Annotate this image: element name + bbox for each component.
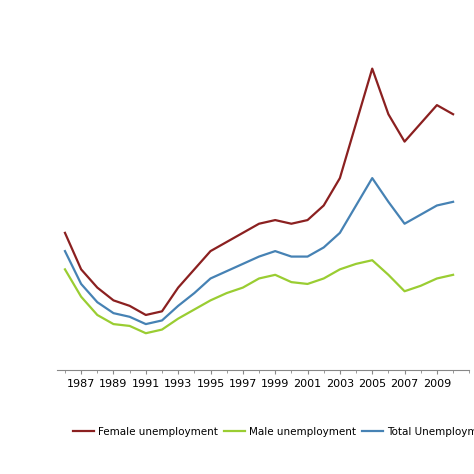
Female unemployment (289, 221, 294, 227)
Total Unemployment (175, 303, 181, 309)
Female unemployment (208, 248, 213, 254)
Line: Female unemployment: Female unemployment (65, 69, 453, 315)
Female unemployment (450, 111, 456, 117)
Total Unemployment (385, 199, 391, 205)
Female unemployment (321, 203, 327, 209)
Male unemployment (62, 266, 68, 272)
Male unemployment (385, 272, 391, 278)
Male unemployment (240, 285, 246, 291)
Female unemployment (305, 217, 310, 223)
Line: Male unemployment: Male unemployment (65, 260, 453, 333)
Male unemployment (175, 316, 181, 321)
Male unemployment (94, 312, 100, 318)
Male unemployment (353, 261, 359, 267)
Male unemployment (78, 294, 84, 300)
Male unemployment (369, 257, 375, 263)
Line: Total Unemployment: Total Unemployment (65, 178, 453, 324)
Male unemployment (256, 276, 262, 282)
Total Unemployment (256, 254, 262, 259)
Male unemployment (434, 276, 440, 282)
Male unemployment (273, 272, 278, 278)
Female unemployment (127, 303, 133, 309)
Total Unemployment (191, 290, 197, 296)
Total Unemployment (305, 254, 310, 259)
Total Unemployment (159, 318, 165, 323)
Male unemployment (224, 290, 229, 296)
Female unemployment (402, 139, 408, 145)
Total Unemployment (78, 281, 84, 287)
Female unemployment (159, 309, 165, 314)
Total Unemployment (94, 300, 100, 305)
Female unemployment (434, 102, 440, 108)
Legend: Female unemployment, Male unemployment, Total Unemployment: Female unemployment, Male unemployment, … (69, 422, 474, 441)
Male unemployment (143, 330, 149, 336)
Male unemployment (337, 266, 343, 272)
Female unemployment (273, 217, 278, 223)
Female unemployment (353, 120, 359, 126)
Female unemployment (240, 230, 246, 236)
Female unemployment (385, 111, 391, 117)
Male unemployment (402, 288, 408, 294)
Female unemployment (62, 230, 68, 236)
Female unemployment (143, 312, 149, 318)
Total Unemployment (224, 268, 229, 274)
Male unemployment (321, 276, 327, 282)
Total Unemployment (110, 310, 116, 316)
Male unemployment (418, 283, 424, 289)
Total Unemployment (62, 248, 68, 254)
Male unemployment (110, 321, 116, 327)
Total Unemployment (337, 230, 343, 236)
Female unemployment (224, 239, 229, 245)
Female unemployment (175, 285, 181, 291)
Male unemployment (127, 323, 133, 329)
Male unemployment (159, 327, 165, 332)
Male unemployment (208, 298, 213, 303)
Total Unemployment (402, 221, 408, 227)
Female unemployment (256, 221, 262, 227)
Total Unemployment (143, 321, 149, 327)
Total Unemployment (450, 199, 456, 205)
Female unemployment (369, 66, 375, 72)
Total Unemployment (369, 175, 375, 181)
Total Unemployment (208, 276, 213, 282)
Total Unemployment (321, 245, 327, 250)
Total Unemployment (353, 203, 359, 209)
Female unemployment (78, 266, 84, 272)
Female unemployment (337, 175, 343, 181)
Female unemployment (191, 266, 197, 272)
Male unemployment (450, 272, 456, 278)
Total Unemployment (289, 254, 294, 259)
Male unemployment (305, 281, 310, 287)
Total Unemployment (434, 203, 440, 209)
Male unemployment (191, 307, 197, 312)
Female unemployment (418, 120, 424, 126)
Male unemployment (289, 279, 294, 285)
Female unemployment (94, 285, 100, 291)
Female unemployment (110, 298, 116, 303)
Total Unemployment (240, 261, 246, 267)
Total Unemployment (418, 212, 424, 218)
Total Unemployment (127, 314, 133, 319)
Total Unemployment (273, 248, 278, 254)
